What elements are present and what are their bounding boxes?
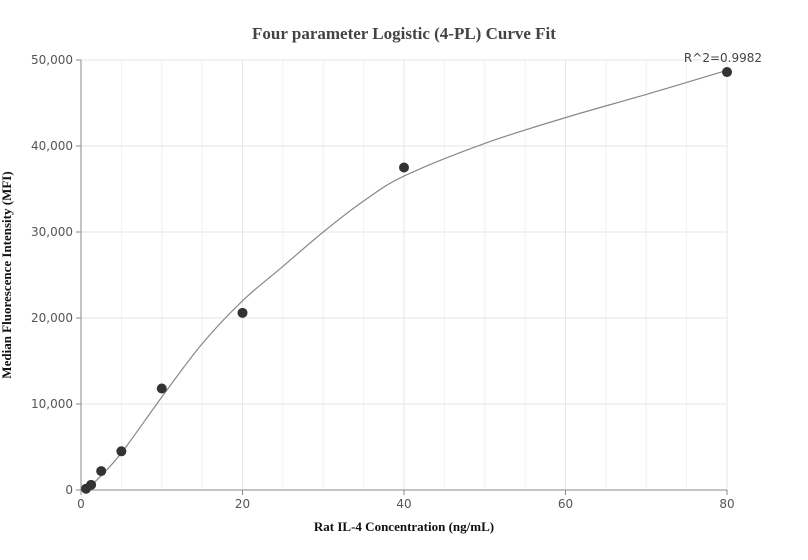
- y-tick-label: 0: [65, 483, 73, 497]
- x-tick-label: 60: [558, 497, 573, 511]
- data-point[interactable]: [96, 466, 107, 477]
- y-tick-label: 50,000: [31, 53, 73, 67]
- data-point[interactable]: [86, 479, 97, 490]
- data-point[interactable]: [156, 383, 167, 394]
- y-tick-label: 40,000: [31, 139, 73, 153]
- r-squared-annotation: R^2=0.9982: [684, 51, 762, 65]
- data-point[interactable]: [722, 67, 732, 78]
- chart-title: Four parameter Logistic (4-PL) Curve Fit: [252, 24, 556, 43]
- y-tick-label: 20,000: [31, 311, 73, 325]
- data-points-layer: [81, 67, 732, 494]
- data-point[interactable]: [237, 307, 248, 318]
- y-tick-label: 30,000: [31, 225, 73, 239]
- x-tick-label: 40: [396, 497, 411, 511]
- x-axis-label: Rat IL-4 Concentration (ng/mL): [314, 519, 494, 534]
- fit-curve-line: [85, 69, 728, 490]
- data-point[interactable]: [116, 446, 127, 457]
- x-tick-label: 20: [235, 497, 250, 511]
- y-axis-ticks: 0 10,000 20,000 30,000 40,000 50,000: [31, 53, 81, 497]
- data-point[interactable]: [399, 162, 409, 173]
- x-tick-label: 0: [77, 497, 85, 511]
- x-axis-ticks: 0 20 40 60 80: [77, 490, 735, 511]
- fit-curve-layer: [85, 69, 728, 490]
- y-tick-label: 10,000: [31, 397, 73, 411]
- y-axis-label: Median Fluorescence Intensity (MFI): [0, 171, 14, 378]
- major-grid: [80, 59, 728, 491]
- x-tick-label: 80: [719, 497, 734, 511]
